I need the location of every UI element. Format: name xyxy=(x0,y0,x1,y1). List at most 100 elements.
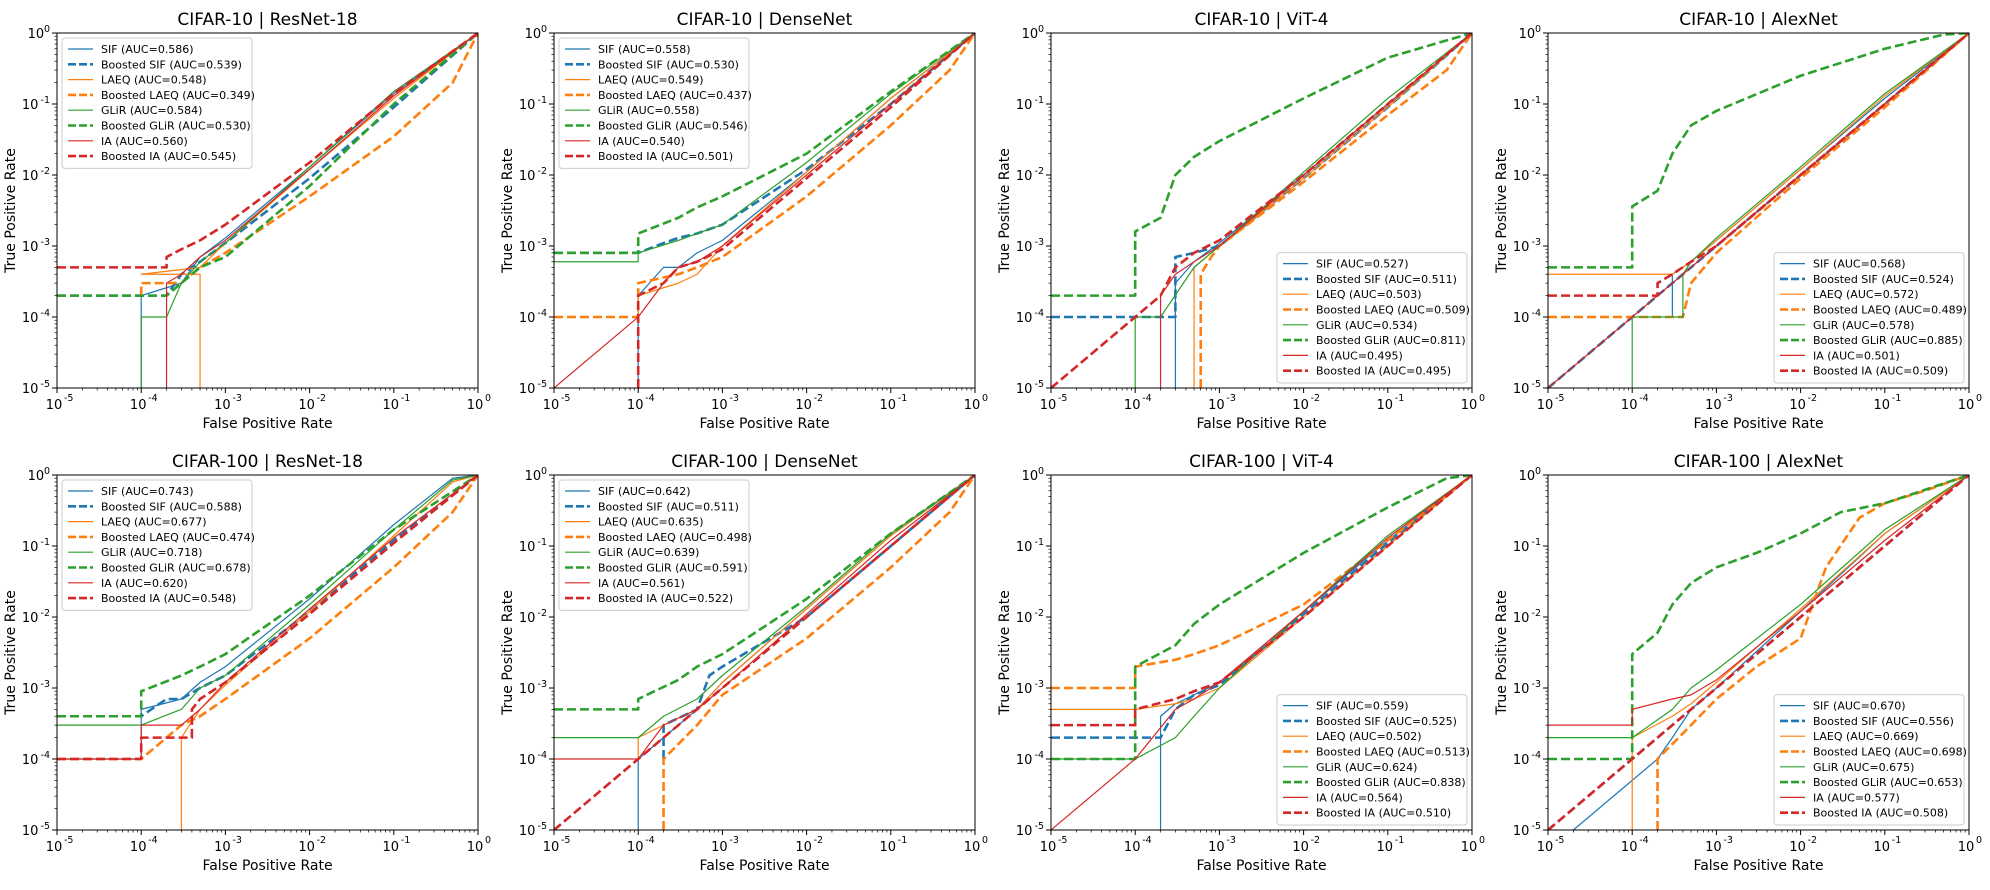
chart-2-legend-item-boosted-glir: Boosted GLiR (AUC=0.546) xyxy=(598,120,748,133)
chart-8-xtick-exponent: -2 xyxy=(1808,835,1817,846)
chart-7-series-boosted-ia xyxy=(1051,475,1472,727)
chart-6-ytick-label: 10 xyxy=(519,611,536,626)
chart-8-legend-item-sif: SIF (AUC=0.670) xyxy=(1813,700,1906,713)
chart-4-xtick-label: 10 xyxy=(1958,398,1975,413)
chart-6-legend-item-glir: GLiR (AUC=0.639) xyxy=(598,546,699,559)
chart-4-xtick-label: 10 xyxy=(1705,398,1722,413)
chart-2-xtick-label: 10 xyxy=(543,398,560,413)
chart-6-legend-item-boosted-sif: Boosted SIF (AUC=0.511) xyxy=(598,500,739,513)
chart-8-legend-item-boosted-ia: Boosted IA (AUC=0.508) xyxy=(1813,807,1948,820)
chart-8-xtick-label: 10 xyxy=(1958,840,1975,855)
chart-6-legend-item-sif: SIF (AUC=0.642) xyxy=(598,485,691,498)
chart-3-ytick-exponent: -3 xyxy=(1035,237,1044,248)
chart-7-ytick-label: 10 xyxy=(1016,540,1033,555)
chart-1-legend-item-ia: IA (AUC=0.560) xyxy=(101,135,188,148)
chart-6-legend-item-ia: IA (AUC=0.561) xyxy=(598,577,685,590)
chart-2-xtick-label: 10 xyxy=(880,398,897,413)
chart-6-xtick-exponent: -4 xyxy=(645,835,654,846)
chart-7-ylabel: True Positive Rate xyxy=(997,590,1013,716)
chart-1-ytick-label: 10 xyxy=(22,240,39,255)
chart-3-legend-item-boosted-glir: Boosted GLiR (AUC=0.811) xyxy=(1316,334,1466,347)
chart-4-xtick-exponent: -3 xyxy=(1723,393,1732,404)
chart-1-xlabel: False Positive Rate xyxy=(202,416,332,432)
chart-3-series-boosted-ia xyxy=(1051,33,1472,388)
chart-4-ytick-exponent: -2 xyxy=(1532,166,1541,177)
chart-4-series-laeq xyxy=(1548,33,1969,275)
chart-2-legend-item-sif: SIF (AUC=0.558) xyxy=(598,43,691,56)
chart-7-legend-item-laeq: LAEQ (AUC=0.502) xyxy=(1316,730,1422,743)
chart-8-ytick-label: 10 xyxy=(1513,682,1530,697)
chart-8-axes-frame xyxy=(1547,474,1970,831)
chart-3-ylabel: True Positive Rate xyxy=(997,148,1013,274)
chart-2-ytick-label: 10 xyxy=(519,240,536,255)
chart-4-legend-item-glir: GLiR (AUC=0.578) xyxy=(1813,319,1914,332)
chart-2-legend-item-ia: IA (AUC=0.540) xyxy=(598,135,685,148)
chart-3-xtick-exponent: -2 xyxy=(1311,393,1320,404)
chart-6-ytick-exponent: -3 xyxy=(538,679,547,690)
chart-8-legend-item-ia: IA (AUC=0.577) xyxy=(1813,791,1900,804)
chart-3-xtick-label: 10 xyxy=(1124,398,1141,413)
chart-6-xtick-exponent: 0 xyxy=(982,835,988,846)
chart-3-xtick-exponent: -1 xyxy=(1395,393,1404,404)
chart-8-xtick-exponent: -4 xyxy=(1639,835,1648,846)
chart-7-xtick-exponent: -1 xyxy=(1395,835,1404,846)
chart-6-xtick-exponent: -5 xyxy=(561,835,570,846)
chart-6-axes-frame xyxy=(553,474,976,831)
chart-2-xtick-exponent: -5 xyxy=(561,393,570,404)
chart-8-series-boosted-ia xyxy=(1548,475,1969,830)
chart-1-xtick-exponent: -3 xyxy=(232,393,241,404)
chart-5-series-glir xyxy=(57,475,478,726)
chart-2-axes-frame xyxy=(553,32,976,389)
chart-5-legend-item-sif: SIF (AUC=0.743) xyxy=(101,485,194,498)
chart-5-series-boosted-ia xyxy=(57,475,478,761)
chart-6-xtick-label: 10 xyxy=(964,840,981,855)
chart-7-series-ia xyxy=(1051,475,1472,830)
chart-7-series-glir xyxy=(1051,475,1472,760)
chart-8-ytick-label: 10 xyxy=(1519,469,1536,484)
chart-6-xtick-label: 10 xyxy=(543,840,560,855)
chart-7-ytick-exponent: -5 xyxy=(1035,821,1044,832)
chart-4-xtick-exponent: -1 xyxy=(1892,393,1901,404)
chart-7-xtick-label: 10 xyxy=(1292,840,1309,855)
chart-5-series-boosted-laeq xyxy=(57,475,478,761)
chart-7-xtick-exponent: -3 xyxy=(1226,835,1235,846)
chart-2-ytick-exponent: -3 xyxy=(538,237,547,248)
chart-4-legend-item-laeq: LAEQ (AUC=0.572) xyxy=(1813,288,1919,301)
chart-2-xtick-exponent: -1 xyxy=(898,393,907,404)
chart-7-ytick-label: 10 xyxy=(1016,611,1033,626)
chart-2-ylabel: True Positive Rate xyxy=(500,148,516,274)
chart-3-xtick-label: 10 xyxy=(1208,398,1225,413)
chart-2-series-boosted-ia xyxy=(636,33,975,388)
chart-2-ytick-exponent: -5 xyxy=(538,379,547,390)
chart-8-xlabel: False Positive Rate xyxy=(1693,858,1823,874)
chart-5-ytick-exponent: 0 xyxy=(44,466,50,477)
chart-4-title: CIFAR-10 | AlexNet xyxy=(1679,10,1838,30)
chart-5-ytick-exponent: -1 xyxy=(41,537,50,548)
chart-4-series-boosted-ia xyxy=(1548,33,1969,297)
chart-4-xtick-exponent: 0 xyxy=(1976,393,1982,404)
chart-2-ytick-label: 10 xyxy=(519,169,536,184)
chart-3-xtick-label: 10 xyxy=(1461,398,1478,413)
chart-6-ytick-exponent: -4 xyxy=(538,750,547,761)
chart-3-legend: SIF (AUC=0.527) Boosted SIF (AUC=0.511) LA… xyxy=(1276,252,1470,384)
chart-6-xtick-exponent: -3 xyxy=(729,835,738,846)
chart-5-legend-item-boosted-sif: Boosted SIF (AUC=0.588) xyxy=(101,500,242,513)
chart-4-ytick-exponent: -1 xyxy=(1532,95,1541,106)
chart-2-ytick-label: 10 xyxy=(519,311,536,326)
chart-6-legend-item-boosted-ia: Boosted IA (AUC=0.522) xyxy=(598,592,733,605)
chart-8-legend-item-boosted-glir: Boosted GLiR (AUC=0.653) xyxy=(1813,776,1963,789)
chart-5-ytick-label: 10 xyxy=(22,611,39,626)
chart-3-ytick-label: 10 xyxy=(1016,240,1033,255)
chart-3-legend-item-boosted-sif: Boosted SIF (AUC=0.511) xyxy=(1316,273,1457,286)
chart-5-xtick-label: 10 xyxy=(298,840,315,855)
chart-7-ytick-exponent: -2 xyxy=(1035,608,1044,619)
chart-6-title: CIFAR-100 | DenseNet xyxy=(671,452,858,472)
chart-5-ytick-exponent: -3 xyxy=(41,679,50,690)
chart-2-xlabel: False Positive Rate xyxy=(699,416,829,432)
chart-8-legend-item-boosted-sif: Boosted SIF (AUC=0.556) xyxy=(1813,715,1954,728)
chart-2-legend-item-laeq: LAEQ (AUC=0.549) xyxy=(598,74,704,87)
chart-3-title: CIFAR-10 | ViT-4 xyxy=(1195,10,1329,30)
chart-8-ytick-label: 10 xyxy=(1513,824,1530,839)
chart-5-legend: SIF (AUC=0.743) Boosted SIF (AUC=0.588) LA… xyxy=(61,479,255,611)
